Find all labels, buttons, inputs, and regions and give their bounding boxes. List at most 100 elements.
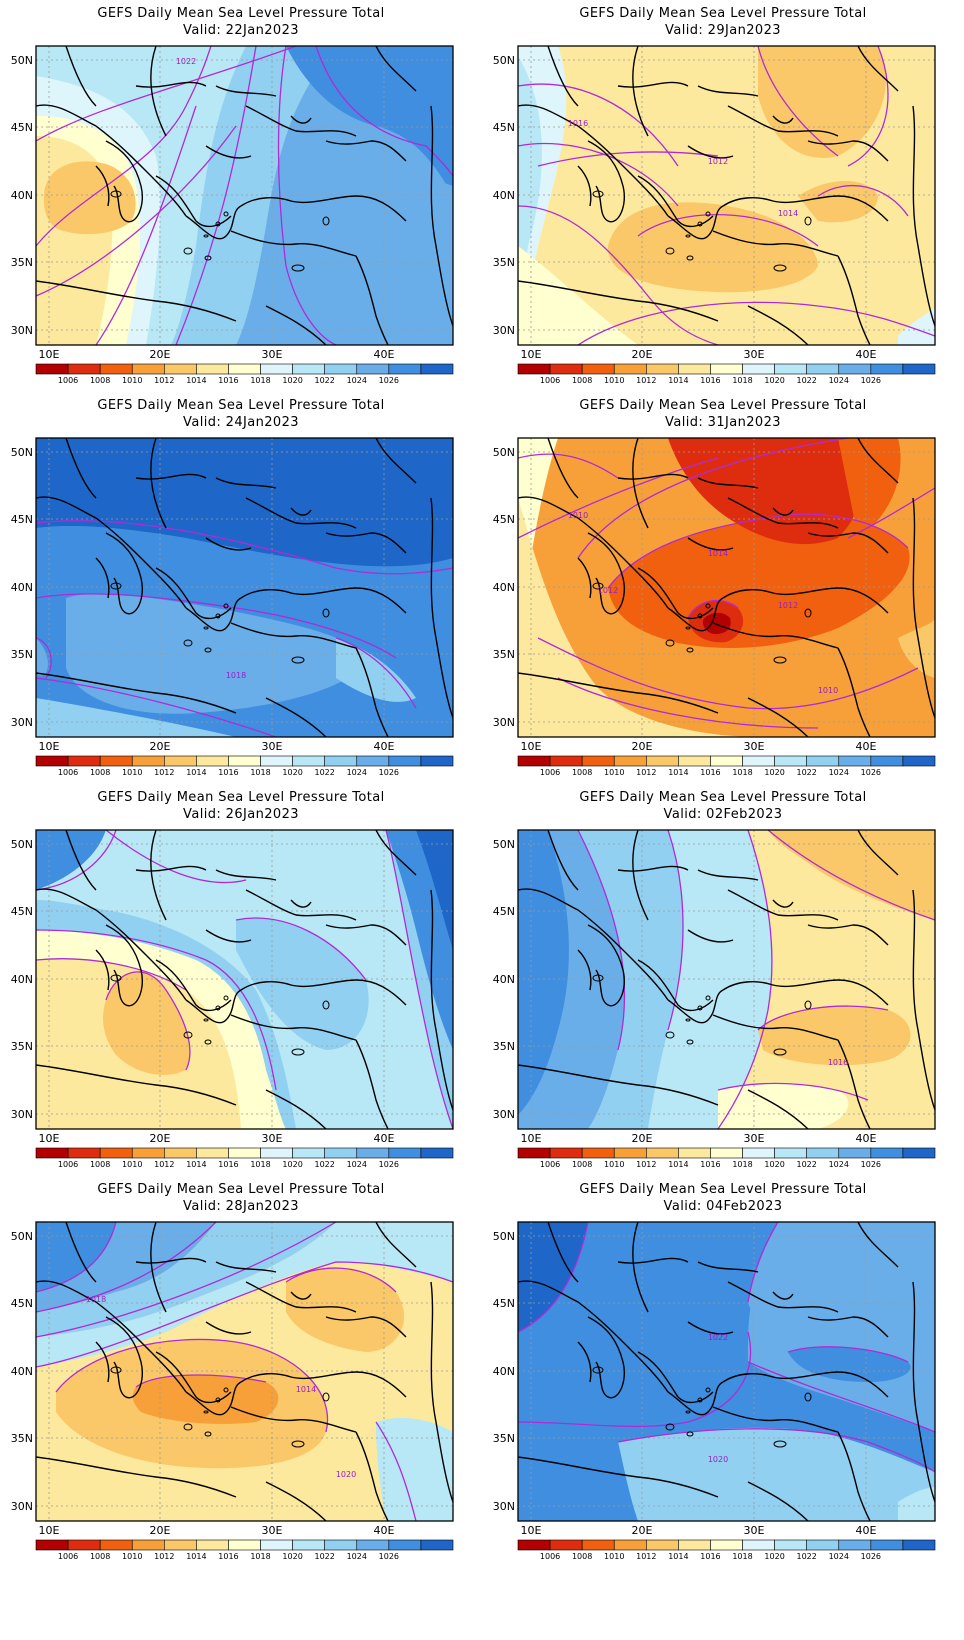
colorbar-swatch bbox=[420, 1539, 454, 1551]
lon-tick-label: 10E bbox=[521, 1132, 542, 1145]
lon-tick-label: 30E bbox=[744, 740, 765, 753]
island bbox=[203, 234, 209, 238]
coastline bbox=[265, 1481, 327, 1521]
isobar-line bbox=[757, 1005, 889, 1031]
isobar-line bbox=[717, 830, 773, 1129]
colorbar-tick-label: 1012 bbox=[154, 1160, 174, 1169]
panel-title: GEFS Daily Mean Sea Level Pressure Total bbox=[97, 1182, 385, 1197]
island bbox=[110, 1366, 122, 1374]
colorbar-swatch bbox=[710, 755, 743, 767]
island bbox=[322, 1000, 330, 1010]
coastline bbox=[36, 280, 237, 322]
coastline bbox=[632, 830, 649, 921]
coastline bbox=[518, 1456, 719, 1498]
island bbox=[203, 1018, 209, 1022]
pressure-shaded-region bbox=[898, 618, 935, 678]
lon-tick-label: 40E bbox=[856, 348, 877, 361]
pressure-map: 1022 1020 10E 20E 30E 40E 50N 45N 40N 35N 30N 1006 1… bbox=[493, 1221, 936, 1561]
colorbar-swatch bbox=[581, 1539, 615, 1551]
island bbox=[291, 1048, 305, 1056]
lat-tick-label: 35N bbox=[11, 648, 33, 661]
pressure-shaded-region bbox=[608, 514, 910, 648]
lon-tick-label: 10E bbox=[39, 348, 60, 361]
lat-tick-label: 30N bbox=[493, 1108, 515, 1121]
colorbar-tick-label: 1010 bbox=[122, 376, 142, 385]
map-frame bbox=[35, 1221, 454, 1522]
island bbox=[322, 1392, 330, 1402]
pressure-shaded-region bbox=[286, 1268, 405, 1352]
coastline bbox=[837, 1431, 871, 1521]
pressure-shaded-region bbox=[36, 1222, 216, 1312]
lon-tick-label: 40E bbox=[856, 1132, 877, 1145]
coastline bbox=[430, 497, 453, 719]
colorbar-tick-label: 1016 bbox=[218, 1160, 238, 1169]
coastline bbox=[155, 1351, 232, 1404]
pressure-shaded-region bbox=[518, 438, 558, 638]
contour-label: 1020 bbox=[708, 1455, 728, 1464]
colorbar-tick-label: 1024 bbox=[829, 768, 849, 777]
panel-valid-date: Valid: 22Jan2023 bbox=[183, 23, 299, 38]
coastline bbox=[577, 165, 592, 207]
pressure-shaded-region bbox=[36, 438, 453, 567]
coastline bbox=[772, 1291, 794, 1300]
panel-title: GEFS Daily Mean Sea Level Pressure Total bbox=[579, 398, 867, 413]
lat-tick-label: 40N bbox=[493, 581, 515, 594]
colorbar-swatch bbox=[35, 1147, 69, 1159]
pressure-shaded-region bbox=[36, 1222, 336, 1337]
colorbar-tick-label: 1018 bbox=[250, 768, 270, 777]
coastline bbox=[430, 1281, 453, 1503]
isobar-line bbox=[36, 929, 277, 1091]
lon-tick-label: 10E bbox=[39, 740, 60, 753]
map-frame bbox=[35, 437, 454, 738]
coastline bbox=[290, 1291, 312, 1300]
island bbox=[804, 1392, 812, 1402]
colorbar-swatch bbox=[324, 1147, 358, 1159]
colorbar-tick-label: 1022 bbox=[315, 376, 335, 385]
coastline bbox=[240, 195, 407, 222]
island bbox=[204, 255, 212, 261]
coastline bbox=[240, 587, 407, 614]
island bbox=[697, 1397, 703, 1403]
panel-title: GEFS Daily Mean Sea Level Pressure Total bbox=[579, 6, 867, 21]
island bbox=[665, 1423, 675, 1431]
colorbar-swatch bbox=[228, 1539, 261, 1551]
colorbar-tick-label: 1008 bbox=[90, 376, 110, 385]
colorbar-swatch bbox=[356, 1539, 390, 1551]
island bbox=[773, 1440, 787, 1448]
coastline bbox=[36, 1064, 237, 1106]
coastline bbox=[617, 473, 689, 480]
colorbar-swatch bbox=[292, 755, 325, 767]
colorbar-tick-label: 1022 bbox=[797, 376, 817, 385]
coastline bbox=[617, 81, 689, 88]
colorbar-swatch bbox=[549, 1147, 583, 1159]
pressure-shaded-region bbox=[618, 1427, 935, 1521]
island bbox=[705, 1387, 711, 1393]
colorbar-swatch bbox=[131, 1147, 165, 1159]
island bbox=[686, 1039, 694, 1045]
contour-label: 1016 bbox=[568, 119, 588, 128]
coastline bbox=[215, 869, 277, 881]
coastline bbox=[518, 496, 669, 609]
coastline bbox=[687, 537, 734, 551]
pressure-map: 1016 10E 20E 30E 40E 50N 45N 40N 35N 30N 1006 1008 1… bbox=[493, 829, 936, 1169]
coastline bbox=[857, 438, 899, 484]
colorbar-swatch bbox=[324, 755, 358, 767]
pressure-shaded-region bbox=[518, 246, 638, 345]
coastline bbox=[518, 672, 719, 714]
coastline bbox=[95, 1341, 110, 1383]
coastline bbox=[135, 1257, 207, 1264]
lat-tick-label: 50N bbox=[493, 838, 515, 851]
lat-tick-label: 45N bbox=[493, 905, 515, 918]
colorbar-swatch bbox=[228, 363, 261, 375]
colorbar-swatch bbox=[678, 1147, 711, 1159]
panel-valid-date: Valid: 02Feb2023 bbox=[663, 807, 783, 822]
panel-valid-date: Valid: 26Jan2023 bbox=[183, 807, 299, 822]
colorbar-tick-label: 1016 bbox=[700, 1552, 720, 1561]
colorbar-swatch bbox=[196, 755, 229, 767]
island bbox=[592, 1366, 604, 1374]
colorbar-tick-label: 1020 bbox=[764, 1160, 784, 1169]
island bbox=[183, 639, 193, 647]
coastline bbox=[325, 532, 407, 554]
island bbox=[110, 190, 122, 198]
